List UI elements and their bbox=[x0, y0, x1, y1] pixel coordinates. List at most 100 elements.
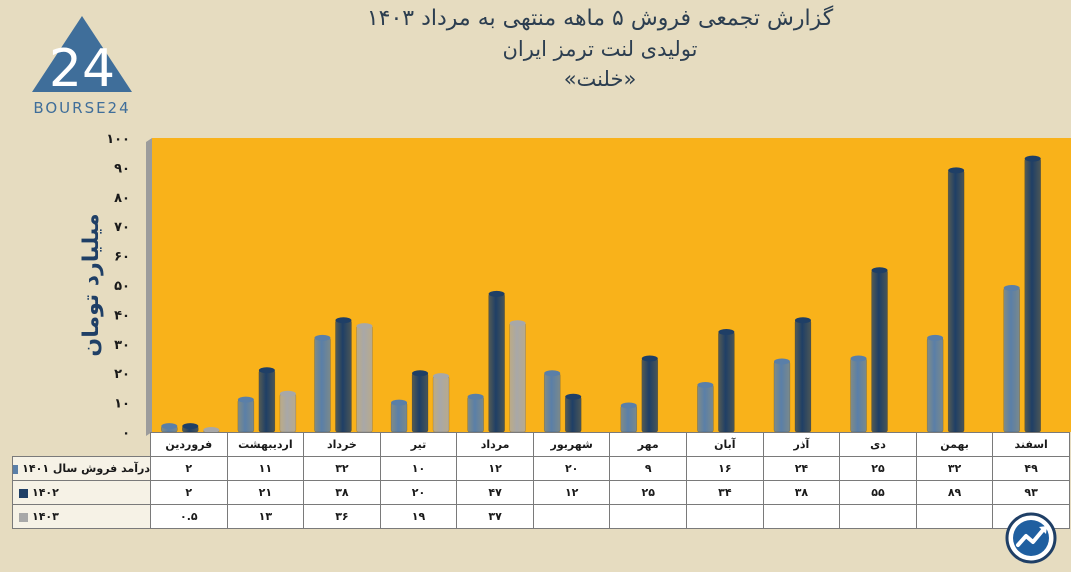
data-label: ۴۹ bbox=[992, 456, 1070, 481]
series-legend-label: ۱۴۰۳ bbox=[12, 504, 151, 529]
data-label: ۲ bbox=[150, 480, 228, 505]
bar bbox=[718, 331, 735, 433]
bar-cap bbox=[258, 367, 275, 374]
y-tick-label: ۹۰ bbox=[114, 161, 130, 176]
bar-cap bbox=[509, 320, 526, 327]
bar bbox=[356, 325, 373, 433]
bar bbox=[432, 375, 450, 433]
data-label: ۴۷ bbox=[456, 480, 534, 505]
y-tick-label: ۲۰ bbox=[114, 367, 130, 382]
bar-cap bbox=[182, 423, 199, 430]
data-label: ۲۴ bbox=[762, 456, 841, 481]
bar bbox=[794, 320, 812, 433]
bar bbox=[543, 372, 561, 433]
bar bbox=[335, 320, 352, 433]
data-label: ۳۷ bbox=[456, 504, 534, 529]
y-axis-label: میلیارد تومان bbox=[79, 213, 104, 356]
bar-cap bbox=[641, 355, 658, 362]
bar bbox=[850, 358, 867, 433]
data-label: ۹ bbox=[609, 456, 688, 481]
logo-triangle-icon bbox=[32, 16, 132, 92]
y-tick-label: ۱۰ bbox=[114, 397, 130, 412]
y-tick-label: ۴۰ bbox=[114, 308, 130, 323]
category-label: آبان bbox=[686, 432, 764, 457]
bar-cap bbox=[620, 402, 637, 409]
bar-cap bbox=[871, 267, 888, 274]
logo-text: BOURSE24 bbox=[33, 99, 130, 117]
bar-cap bbox=[433, 373, 450, 380]
bar bbox=[871, 270, 888, 433]
data-label: ۱۳ bbox=[226, 504, 305, 529]
bar-cap bbox=[1024, 155, 1041, 162]
bar bbox=[926, 337, 944, 433]
bar bbox=[314, 337, 331, 433]
plot-area bbox=[152, 138, 1071, 432]
data-label: ۲۱ bbox=[226, 480, 305, 505]
title-line-2: تولیدی لنت ترمز ایران bbox=[502, 37, 698, 61]
category-label: تیر bbox=[379, 432, 458, 457]
data-label bbox=[839, 504, 917, 529]
plot-side-wall bbox=[146, 138, 152, 436]
y-tick-label: ۳۰ bbox=[114, 338, 130, 353]
data-label: ۱۲ bbox=[532, 480, 611, 505]
bar bbox=[509, 322, 526, 433]
bar-chart: ۰ ۱۰ ۲۰ ۳۰ ۴۰ ۵۰ ۶۰ ۷۰ ۸۰ ۹۰ ۱۰۰ میلیارد تومان bbox=[79, 132, 1071, 440]
bar-cap bbox=[356, 323, 373, 330]
trend-chart-icon bbox=[1005, 512, 1057, 564]
data-label bbox=[686, 504, 764, 529]
category-label: خرداد bbox=[303, 432, 381, 457]
data-label: ۲۰ bbox=[532, 456, 611, 481]
bar-cap bbox=[948, 167, 965, 174]
bar-cap bbox=[237, 396, 254, 403]
bar-cap bbox=[927, 334, 944, 341]
bar-cap bbox=[488, 290, 505, 297]
logo-mark: 24 bbox=[49, 39, 115, 99]
bar bbox=[258, 370, 276, 433]
bar bbox=[411, 372, 429, 433]
y-tick-label: ۷۰ bbox=[114, 220, 130, 235]
bourse24-logo: 24 BOURSE24 bbox=[32, 16, 132, 117]
data-label: ۱۰ bbox=[379, 456, 458, 481]
data-label: ۲۵ bbox=[839, 456, 917, 481]
legend-swatch bbox=[19, 488, 28, 498]
bar bbox=[641, 358, 659, 433]
series-name: ۱۴۰۳ bbox=[32, 510, 59, 523]
bar bbox=[237, 399, 255, 433]
data-label: ۳۲ bbox=[915, 456, 994, 481]
data-label: ۹۳ bbox=[992, 480, 1070, 505]
bar bbox=[773, 361, 791, 433]
series-name: ۱۴۰۲ bbox=[32, 486, 59, 499]
data-label: ۲ bbox=[150, 456, 228, 481]
bar-cap bbox=[697, 381, 714, 388]
bar-cap bbox=[718, 329, 735, 336]
data-label: ۸۹ bbox=[915, 480, 994, 505]
data-label bbox=[762, 504, 841, 529]
series-name: درآمد فروش سال ۱۴۰۱ bbox=[22, 462, 150, 475]
category-label: فروردین bbox=[150, 432, 228, 457]
table-header-row: فروردین اردیبهشت خرداد تیر مرداد شهریور مهر آبا… bbox=[13, 432, 1070, 457]
bar bbox=[467, 396, 484, 433]
data-label: ۳۶ bbox=[303, 504, 381, 529]
bar-cap bbox=[279, 390, 296, 397]
bar bbox=[620, 405, 638, 433]
data-table: فروردین اردیبهشت خرداد تیر مرداد شهریور مهر آبا… bbox=[12, 432, 1070, 529]
data-label: ۵۵ bbox=[839, 480, 917, 505]
bar-cap bbox=[773, 358, 790, 365]
bar-cap bbox=[467, 393, 484, 400]
bar-cap bbox=[850, 355, 867, 362]
bar-cap bbox=[335, 317, 352, 324]
y-tick-label: ۰ bbox=[122, 426, 130, 440]
bar bbox=[1003, 287, 1020, 433]
bar bbox=[697, 384, 714, 433]
data-label: ۳۸ bbox=[303, 480, 381, 505]
bar-cap bbox=[565, 393, 582, 400]
title-line-1: گزارش تجمعی فروش ۵ ماهه منتهی به مرداد ۱… bbox=[366, 6, 834, 31]
legend-swatch bbox=[13, 464, 19, 474]
category-label: شهریور bbox=[532, 432, 611, 457]
data-label: ۱۱ bbox=[226, 456, 305, 481]
category-label: مرداد bbox=[456, 432, 534, 457]
y-tick-label: ۱۰۰ bbox=[106, 132, 130, 147]
data-label: ۱۶ bbox=[686, 456, 764, 481]
bar-cap bbox=[412, 370, 429, 377]
category-label: بهمن bbox=[915, 432, 994, 457]
